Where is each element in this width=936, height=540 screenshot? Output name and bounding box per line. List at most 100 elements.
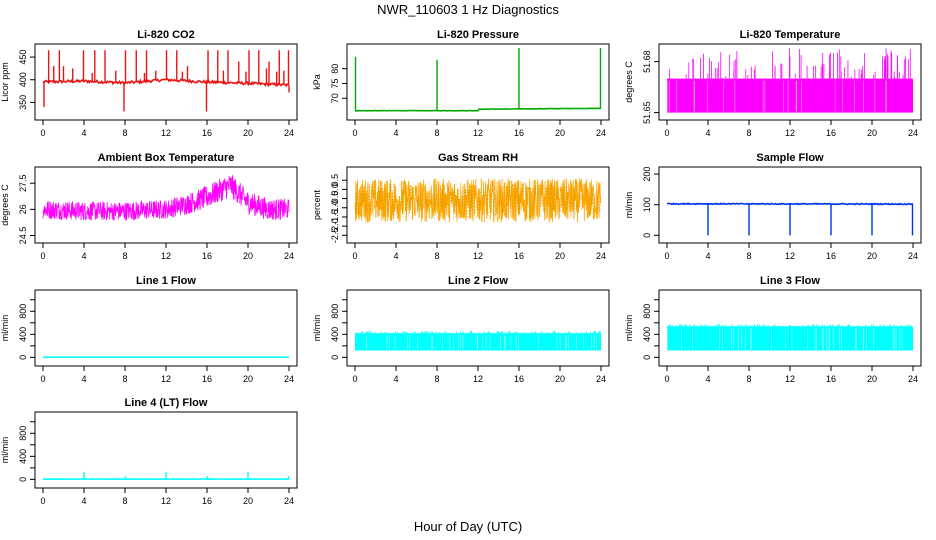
series-line: [666, 202, 914, 236]
x-tick-label: 12: [473, 374, 483, 384]
y-tick-label: 0.0: [330, 183, 340, 196]
x-tick-label: 20: [555, 374, 565, 384]
panel-title: Line 4 (LT) Flow: [125, 397, 208, 409]
y-axis-label: Licor ppm: [0, 62, 10, 102]
x-tick-label: 24: [284, 251, 294, 261]
x-tick-label: 24: [908, 251, 918, 261]
x-tick-label: 20: [243, 374, 253, 384]
x-tick-label: 24: [284, 128, 294, 138]
x-tick-label: 8: [122, 128, 127, 138]
y-axis-label: ml/min: [312, 315, 322, 342]
y-tick-label: 450: [18, 50, 28, 65]
x-tick-label: 4: [81, 374, 86, 384]
y-tick-label: 51.65: [642, 101, 652, 124]
x-tick-label: 20: [555, 251, 565, 261]
y-tick-label: 200: [642, 167, 652, 182]
x-tick-label: 4: [81, 496, 86, 506]
x-tick-label: 0: [40, 128, 45, 138]
y-tick-label: 800: [642, 304, 652, 319]
y-tick-label: 26: [18, 204, 28, 214]
series-overlay: [354, 180, 602, 221]
series-line: [43, 471, 290, 481]
panel-7: Line 1 Flow ml/min 0 4 8 12 16 20 24 0 400 800: [0, 275, 298, 384]
series-line: [354, 48, 602, 112]
y-tick-label: 24.5: [18, 227, 28, 245]
x-tick-label: 4: [705, 251, 710, 261]
panel-8: Line 2 Flow ml/min 0 4 8 12 16 20 24 0 400 800: [312, 275, 610, 384]
x-tick-label: 8: [434, 251, 439, 261]
x-tick-label: 0: [664, 374, 669, 384]
y-tick-label: 400: [18, 327, 28, 342]
x-tick-label: 24: [596, 128, 606, 138]
x-tick-label: 8: [746, 128, 751, 138]
x-tick-label: 12: [161, 128, 171, 138]
panel-title: Ambient Box Temperature: [98, 152, 235, 164]
y-tick-label: 800: [18, 304, 28, 319]
series-band: [42, 175, 290, 221]
x-tick-label: 8: [122, 251, 127, 261]
x-tick-label: 0: [352, 128, 357, 138]
panel-title: Line 1 Flow: [136, 275, 196, 287]
x-tick-label: 0: [40, 496, 45, 506]
x-tick-label: 8: [746, 251, 751, 261]
x-tick-label: 16: [826, 374, 836, 384]
x-tick-label: 8: [122, 374, 127, 384]
y-tick-label: 0: [18, 477, 28, 482]
y-tick-label: 400: [330, 327, 340, 342]
x-tick-label: 20: [867, 128, 877, 138]
y-tick-label: 70: [330, 93, 340, 103]
y-tick-label: 75: [330, 78, 340, 88]
series-line: [42, 50, 290, 112]
panel-2: Li-820 Pressure kPa 0 4 8 12 16 20 24 70 75 80: [312, 29, 610, 138]
panel-title: Line 2 Flow: [448, 275, 508, 287]
x-tick-label: 12: [785, 251, 795, 261]
x-tick-label: 0: [40, 374, 45, 384]
x-tick-label: 0: [664, 128, 669, 138]
y-tick-label: 400: [18, 449, 28, 464]
y-tick-label: 0: [330, 355, 340, 360]
x-tick-label: 12: [473, 251, 483, 261]
x-tick-label: 24: [596, 251, 606, 261]
y-tick-label: 27.5: [18, 174, 28, 192]
plot-frame: [34, 289, 298, 367]
y-axis-label: ml/min: [0, 437, 10, 464]
x-tick-label: 4: [393, 128, 398, 138]
x-tick-label: 16: [202, 128, 212, 138]
x-tick-label: 12: [785, 128, 795, 138]
x-tick-label: 8: [434, 128, 439, 138]
panel-title: Li-820 Pressure: [437, 29, 519, 41]
panel-title: Line 3 Flow: [760, 275, 820, 287]
figure-title: NWR_110603 1 Hz Diagnostics: [377, 2, 559, 17]
x-tick-label: 0: [352, 374, 357, 384]
panel-title: Li-820 Temperature: [740, 29, 841, 41]
series-line: [667, 48, 913, 113]
y-tick-label: 0.5: [330, 174, 340, 187]
y-axis-label: degrees C: [0, 184, 10, 226]
series-fill: [667, 326, 913, 351]
series-band: [354, 178, 602, 223]
x-tick-label: 20: [867, 251, 877, 261]
series-fill: [355, 333, 601, 351]
series-line: [667, 323, 913, 351]
series-baseline: [355, 107, 602, 112]
y-tick-label: -1.0: [330, 200, 340, 216]
y-tick-label: 0: [642, 355, 652, 360]
x-tick-label: 12: [473, 128, 483, 138]
y-axis-label: kPa: [312, 74, 322, 90]
x-tick-label: 16: [202, 496, 212, 506]
y-axis-label: ml/min: [0, 315, 10, 342]
x-tick-label: 20: [867, 374, 877, 384]
x-tick-label: 0: [40, 251, 45, 261]
x-tick-label: 8: [122, 496, 127, 506]
series-line: [354, 178, 602, 223]
y-tick-label: 80: [330, 64, 340, 74]
panel-10: Line 4 (LT) Flow ml/min 0 4 8 12 16 20 24 0 400 800: [0, 397, 298, 506]
y-tick-label: -0.5: [330, 191, 340, 207]
x-tick-label: 16: [826, 128, 836, 138]
panel-1: Li-820 CO2 Licor ppm 0 4 8 12 16 20 24 350 400 450: [0, 29, 298, 138]
y-tick-label: 0: [642, 233, 652, 238]
x-tick-label: 8: [434, 374, 439, 384]
x-tick-label: 24: [284, 496, 294, 506]
